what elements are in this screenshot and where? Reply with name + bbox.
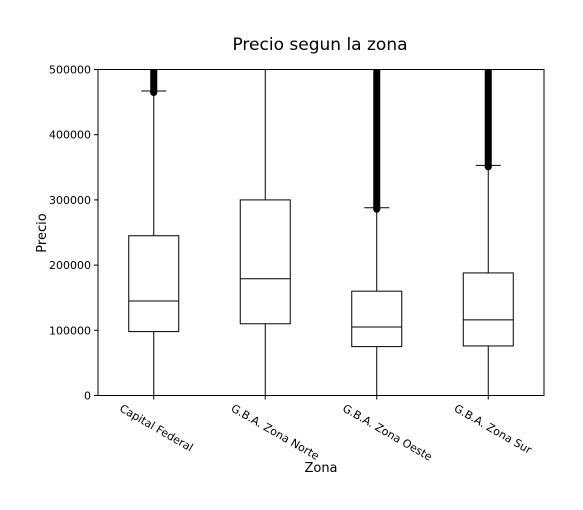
outlier-point — [373, 205, 381, 213]
axes-frame — [97, 69, 545, 396]
y-tick-label: 100000 — [49, 324, 91, 337]
chart-title: Precio segun la zona — [232, 35, 407, 55]
x-tick-label: G.B.A. Zona Norte — [229, 402, 322, 463]
y-tick-label: 300000 — [49, 194, 91, 207]
box-4 — [462, 69, 514, 396]
y-tick-label: 400000 — [49, 129, 91, 142]
y-tick-label: 200000 — [49, 259, 91, 272]
box-2 — [239, 69, 291, 396]
box-iqr — [351, 290, 403, 348]
box-3 — [351, 69, 403, 396]
y-tick-label: 0 — [84, 390, 91, 403]
y-tick-label: 500000 — [49, 64, 91, 77]
box-iqr — [462, 272, 514, 347]
x-axis: Capital Federal G.B.A. Zona Norte G.B.A. Z… — [117, 395, 535, 464]
x-tick-label: Capital Federal — [117, 402, 195, 455]
plot-area — [128, 69, 514, 396]
x-tick-label: G.B.A. Zona Oeste — [340, 402, 434, 464]
box-iqr — [239, 199, 291, 325]
y-axis: 0 100000 200000 300000 400000 500000 — [49, 64, 98, 403]
x-tick-label: G.B.A. Zona Sur — [452, 402, 535, 457]
outlier-point — [150, 89, 158, 97]
box-1 — [128, 69, 180, 396]
outlier-point — [484, 163, 492, 171]
y-axis-label: Precio — [35, 213, 50, 252]
box-iqr — [128, 235, 180, 333]
x-axis-label: Zona — [304, 461, 337, 476]
